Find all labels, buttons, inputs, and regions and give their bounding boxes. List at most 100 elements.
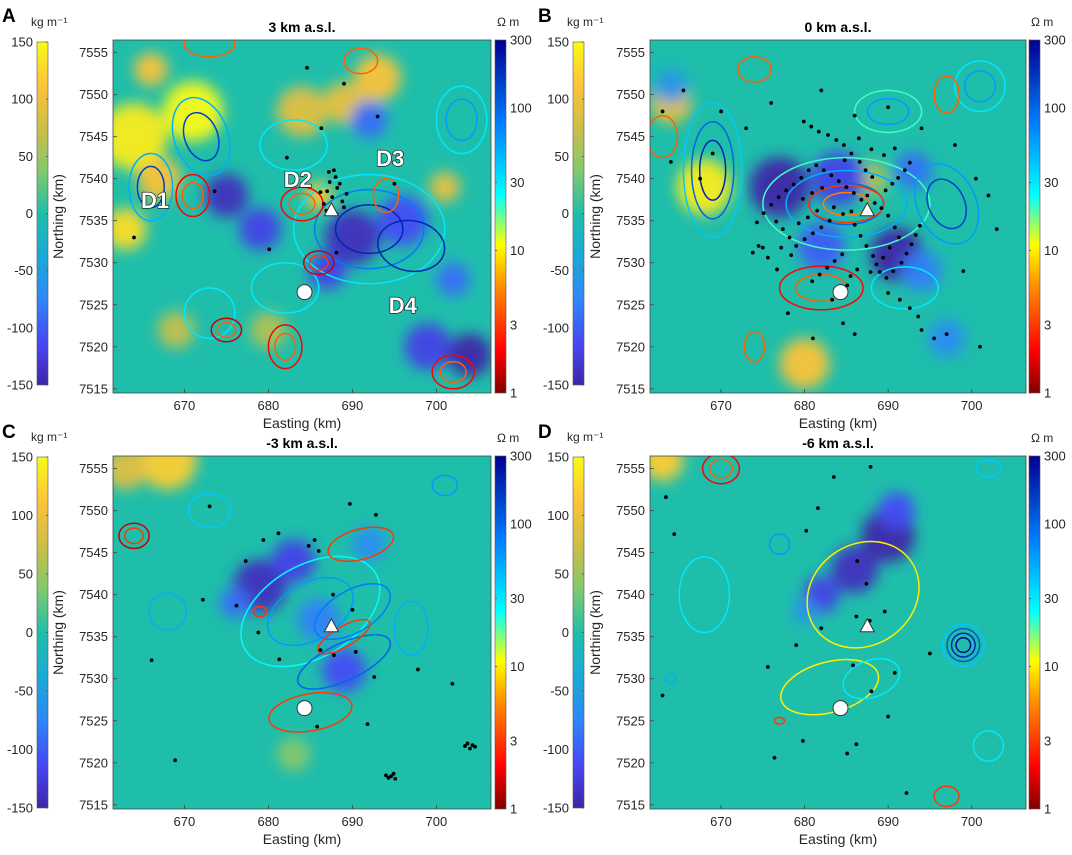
resistivity-contour xyxy=(431,474,459,497)
resistivity-contour xyxy=(240,555,381,668)
panel-title: -3 km a.s.l. xyxy=(266,435,338,451)
hypocenter-dot xyxy=(973,176,978,181)
y-tick-label: 7530 xyxy=(616,255,645,270)
x-tick-label: 670 xyxy=(710,398,732,413)
panel-title: -6 km a.s.l. xyxy=(802,435,874,451)
hypocenter-dot xyxy=(389,774,393,779)
hypocenter-dot xyxy=(859,197,864,202)
hypocenter-dot xyxy=(836,179,841,184)
resistivity-contour xyxy=(313,582,392,641)
y-tick-label: 7550 xyxy=(616,87,645,102)
hypocenter-dot xyxy=(845,751,850,756)
density-colorbar-tick-label: 100 xyxy=(11,92,33,107)
resistivity-colorbar-tick-label: 30 xyxy=(510,591,524,606)
density-colorbar-tick-label: -150 xyxy=(543,378,569,393)
hypocenter-dot xyxy=(986,193,991,198)
x-axis-label: Easting (km) xyxy=(263,415,342,431)
resistivity-contour xyxy=(182,111,220,162)
density-anomaly xyxy=(157,311,195,349)
hypocenter-dot xyxy=(375,114,380,119)
hypocenter-dot xyxy=(660,693,665,698)
y-tick-label: 7520 xyxy=(79,339,108,354)
hypocenter-dot xyxy=(814,163,819,168)
hypocenter-dot xyxy=(944,332,949,337)
hypocenter-dot xyxy=(774,219,779,224)
resistivity-contour xyxy=(933,75,960,114)
hypocenter-dot xyxy=(794,244,799,248)
x-tick-label: 670 xyxy=(174,814,196,829)
hypocenter-dot xyxy=(863,168,868,173)
hypocenter-dot xyxy=(841,321,845,326)
hypocenter-dot xyxy=(892,670,897,675)
hypocenter-dot xyxy=(819,88,824,93)
hypocenter-dot xyxy=(663,495,668,500)
hypocenter-dot xyxy=(277,657,282,662)
density-field xyxy=(113,52,491,378)
y-tick-label: 7520 xyxy=(79,755,108,770)
density-colorbar-tick-label: -150 xyxy=(7,378,33,393)
hypocenter-dot xyxy=(463,744,467,748)
y-tick-label: 7555 xyxy=(79,45,108,60)
hypocenter-dot xyxy=(994,227,999,232)
y-axis-label: Northing (km) xyxy=(587,590,603,675)
resistivity-contour xyxy=(773,716,786,725)
panel-letter: B xyxy=(538,6,552,27)
density-anomaly xyxy=(162,81,224,142)
resistivity-colorbar-tick-label: 1 xyxy=(1044,802,1051,817)
hypocenter-dot xyxy=(902,168,907,173)
x-axis-label: Easting (km) xyxy=(799,415,878,431)
hypocenter-dot xyxy=(365,722,370,727)
resistivity-contour xyxy=(393,600,429,656)
anomaly-label: D3 xyxy=(376,146,404,171)
hypocenter-dot xyxy=(874,262,879,267)
circle-marker xyxy=(296,700,313,717)
resistivity-contour xyxy=(308,254,329,271)
density-anomaly xyxy=(322,648,366,693)
hypocenter-dot xyxy=(851,191,856,195)
resistivity-colorbar-unit: Ω m xyxy=(497,15,519,29)
y-tick-label: 7540 xyxy=(79,587,108,602)
resistivity-contour xyxy=(123,527,145,545)
resistivity-colorbar-tick-label: 300 xyxy=(1044,449,1066,464)
hypocenter-dot xyxy=(855,559,860,563)
hypocenter-dot xyxy=(852,223,857,227)
hypocenter-dot xyxy=(857,159,862,164)
circle-marker xyxy=(832,700,849,717)
hypocenter-dot xyxy=(393,776,398,781)
density-anomaly xyxy=(779,338,830,389)
hypocenter-dot xyxy=(884,275,889,280)
hypocenter-dot xyxy=(851,663,855,668)
density-colorbar-tick-label: 0 xyxy=(26,206,33,221)
hypocenter-dot xyxy=(829,173,834,178)
resistivity-contour xyxy=(926,178,968,230)
density-anomaly xyxy=(831,545,879,593)
hypocenter-dot xyxy=(806,215,810,220)
hypocenter-dot xyxy=(917,223,922,228)
hypocenter-dot xyxy=(882,609,887,614)
resistivity-colorbar-tick-label: 300 xyxy=(510,449,532,464)
hypocenter-dot xyxy=(312,538,317,542)
density-colorbar-tick-label: -100 xyxy=(7,742,33,757)
hypocenter-dot xyxy=(892,225,897,230)
hypocenter-dot xyxy=(845,283,850,288)
hypocenter-dot xyxy=(326,170,331,174)
hypocenter-dot xyxy=(928,651,932,656)
density-colorbar-tick-label: -50 xyxy=(550,684,569,699)
resistivity-contour xyxy=(954,60,1006,113)
resistivity-contour xyxy=(268,691,353,733)
x-tick-label: 690 xyxy=(342,398,364,413)
resistivity-contour xyxy=(678,556,731,634)
hypocenter-dot xyxy=(887,245,892,250)
resistivity-contour xyxy=(762,156,931,251)
resistivity-contour xyxy=(296,634,392,690)
hypocenter-dot xyxy=(916,314,921,319)
map-area xyxy=(650,456,1026,809)
resistivity-contour xyxy=(148,592,187,631)
resistivity-contour xyxy=(136,165,165,209)
hypocenter-dot xyxy=(350,607,355,612)
x-axis-label: Easting (km) xyxy=(263,831,342,847)
hypocenter-dot xyxy=(809,124,814,129)
hypocenter-dot xyxy=(852,113,857,118)
y-tick-label: 7525 xyxy=(616,297,645,312)
y-tick-label: 7555 xyxy=(616,461,645,476)
